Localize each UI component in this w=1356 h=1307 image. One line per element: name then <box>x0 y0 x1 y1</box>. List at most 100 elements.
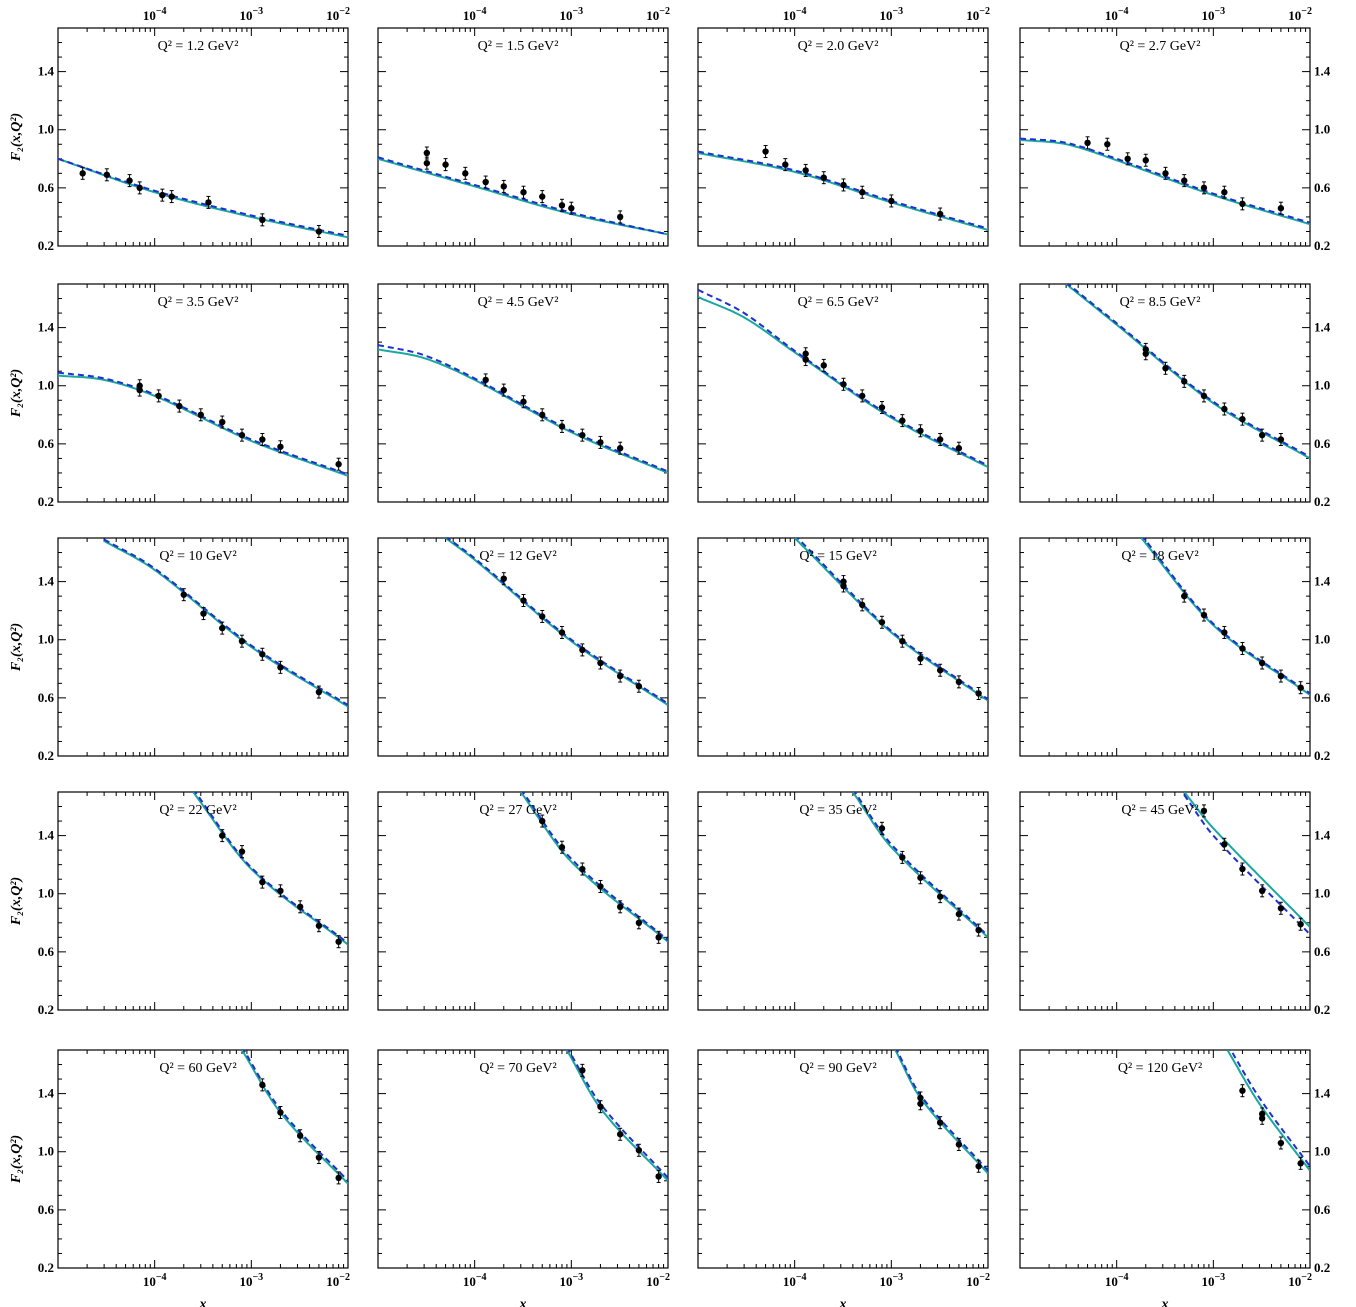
y-tick-label: 0.2 <box>38 1260 54 1275</box>
data-point <box>936 436 944 443</box>
model-curve-dashed <box>895 1050 988 1172</box>
y-tick-label: 0.6 <box>1314 180 1331 195</box>
y-tick-label: 0.2 <box>38 238 54 253</box>
panel-6: Q² = 4.5 GeV² <box>377 283 669 503</box>
data-point <box>1181 177 1188 184</box>
panel-frame <box>57 1049 349 1269</box>
model-curve-dashed <box>194 792 348 944</box>
x-tick-label: 10−4 <box>783 1272 807 1289</box>
x-tick-label: 10−4 <box>463 1272 487 1289</box>
y-tick-label: 1.0 <box>38 378 54 393</box>
panel-9: 0.2 0.6 1.0 1.4 F₂(x,Q²) Q² = 10 GeV² <box>9 537 349 763</box>
y-tick-label: 1.0 <box>1314 632 1330 647</box>
y-tick-label: 1.0 <box>1314 1144 1330 1159</box>
data-point <box>1221 841 1228 848</box>
y-axis-title: F₂(x,Q²) <box>9 369 24 418</box>
model-curve-dashed <box>58 157 348 237</box>
q2-label: Q² = 22 GeV² <box>159 803 236 818</box>
panel-frame <box>377 283 669 503</box>
panel-3: 10−4 10−3 10−2 Q² = 2.0 GeV² <box>697 6 990 247</box>
panel-13: 0.2 0.6 1.0 1.4 F₂(x,Q²) Q² = 22 GeV² <box>9 791 349 1017</box>
q2-label: Q² = 2.0 GeV² <box>798 39 879 54</box>
y-tick-label: 1.0 <box>1314 886 1330 901</box>
data-point <box>1221 629 1228 636</box>
data-point <box>558 629 566 636</box>
x-tick-label: 10−3 <box>239 1272 263 1289</box>
data-point <box>936 667 944 674</box>
data-point <box>597 659 604 667</box>
model-curve-solid <box>58 157 348 239</box>
q2-label: Q² = 60 GeV² <box>159 1061 236 1076</box>
data-point <box>878 619 886 626</box>
data-point <box>840 181 847 189</box>
data-point <box>1258 431 1266 439</box>
data-point <box>79 170 86 177</box>
data-point <box>878 404 886 411</box>
model-curve-dashed <box>796 538 988 701</box>
data-point <box>616 903 624 911</box>
data-point <box>176 402 183 410</box>
panel-frame <box>377 537 669 757</box>
model-curve-dashed <box>378 344 668 473</box>
x-tick-label: 10−2 <box>646 1272 670 1289</box>
model-curve-dashed <box>378 156 668 236</box>
data-point <box>616 1131 624 1138</box>
y-tick-label: 0.6 <box>38 180 55 195</box>
data-point <box>955 1141 963 1148</box>
data-point <box>277 664 284 671</box>
data-point <box>1181 592 1188 600</box>
y-tick-label: 0.6 <box>1314 436 1331 451</box>
data-point <box>1239 1087 1246 1094</box>
data-point <box>539 411 546 418</box>
data-point <box>335 1174 342 1182</box>
model-curve-solid <box>793 538 988 702</box>
data-point <box>500 386 507 394</box>
data-point <box>315 922 323 929</box>
y-tick-label: 1.4 <box>1314 320 1331 335</box>
data-point <box>259 878 266 886</box>
panel-frame <box>57 537 349 757</box>
data-point <box>136 184 143 192</box>
model-curve-solid <box>1183 792 1310 928</box>
data-point <box>315 688 323 696</box>
data-point <box>888 197 895 205</box>
panel-frame <box>697 791 989 1011</box>
data-point <box>1297 684 1304 691</box>
data-point <box>878 825 886 832</box>
data-point <box>597 439 604 446</box>
q2-label: Q² = 8.5 GeV² <box>1120 295 1201 310</box>
data-point <box>820 362 827 369</box>
data-point <box>859 392 866 400</box>
y-tick-label: 1.4 <box>38 64 55 79</box>
data-point <box>1162 365 1169 372</box>
q2-label: Q² = 15 GeV² <box>799 549 876 564</box>
data-point <box>917 874 924 881</box>
model-curve-dashed <box>445 538 668 705</box>
data-point <box>635 919 643 926</box>
data-point <box>616 672 624 680</box>
y-tick-label: 1.4 <box>1314 1086 1331 1101</box>
panel-11: Q² = 15 GeV² <box>697 537 989 757</box>
y-tick-label: 1.0 <box>38 632 54 647</box>
panel-frame <box>377 1049 669 1269</box>
data-point <box>159 191 166 199</box>
panel-frame <box>1019 791 1311 1011</box>
x-tick-label: 10−3 <box>559 1272 583 1289</box>
data-point <box>259 651 266 658</box>
data-point <box>802 356 809 363</box>
x-axis-title: x <box>839 1297 847 1307</box>
data-point <box>859 189 866 196</box>
data-point <box>1277 905 1285 912</box>
data-point <box>579 865 586 873</box>
data-point <box>103 171 111 178</box>
x-tick-label: 10−4 <box>463 6 487 23</box>
data-point <box>917 427 924 434</box>
data-point <box>616 445 624 452</box>
data-point <box>558 844 566 851</box>
data-point <box>1277 205 1285 212</box>
data-point <box>820 174 827 181</box>
x-tick-label: 10−2 <box>966 6 990 23</box>
data-point <box>616 213 624 221</box>
data-point <box>840 582 847 590</box>
data-point <box>1200 392 1208 400</box>
